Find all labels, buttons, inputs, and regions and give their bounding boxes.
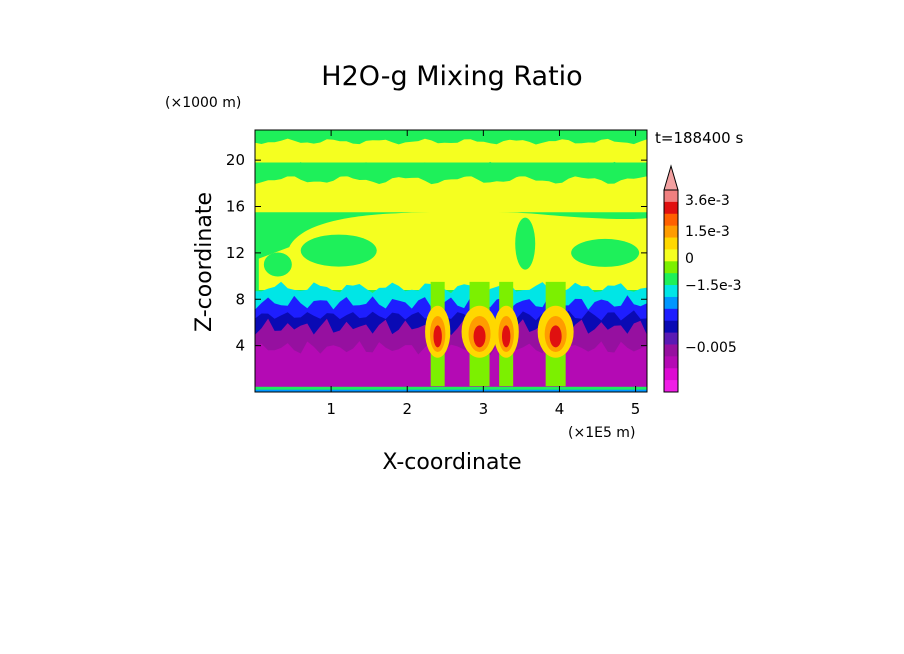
x-unit-label: (×1E5 m): [568, 425, 635, 441]
colorbar-arrow: [663, 164, 679, 191]
colorbar-label: −0.005: [685, 340, 737, 356]
heatmap-field: [255, 130, 647, 392]
dry-pocket: [300, 234, 377, 267]
chart-title: H2O-g Mixing Ratio: [321, 61, 582, 92]
colorbar-swatch: [664, 368, 678, 381]
colorbar-swatch: [664, 249, 678, 262]
surface-strip: [255, 389, 647, 392]
colorbar-label: 3.6e-3: [685, 193, 730, 209]
colorbar: 3.6e-3 1.5e-3 0 −1.5e-3 −0.005: [663, 164, 742, 393]
x-tick-label: 4: [555, 400, 565, 418]
colorbar-swatch: [664, 190, 678, 203]
dry-pocket: [263, 252, 292, 277]
convective-core: [549, 325, 562, 348]
y-tick-label: 8: [235, 290, 245, 308]
colorbar-label: −1.5e-3: [685, 278, 742, 294]
colorbar-swatch: [664, 320, 678, 334]
colorbar-swatch: [664, 344, 678, 357]
dry-pocket: [571, 238, 640, 267]
y-tick-label: 12: [226, 244, 245, 262]
colorbar-swatch: [664, 225, 678, 239]
x-tick-label: 1: [326, 400, 336, 418]
colorbar-swatch: [664, 273, 678, 286]
colorbar-swatch: [664, 356, 678, 369]
y-unit-label: (×1000 m): [165, 95, 241, 111]
convective-core: [433, 325, 442, 348]
x-axis-title: X-coordinate: [382, 450, 521, 475]
x-tick-label: 3: [479, 400, 489, 418]
colorbar-swatch: [664, 213, 678, 227]
upper-gap-band: [255, 161, 647, 177]
colorbar-swatch: [664, 308, 678, 322]
colorbar-swatch: [664, 296, 678, 310]
y-tick-label: 16: [226, 198, 245, 216]
y-tick-label: 4: [235, 337, 245, 355]
upper-moisture-band: [255, 138, 647, 163]
y-axis-title: Z-coordinate: [192, 192, 217, 332]
colorbar-swatch: [664, 261, 678, 274]
colorbar-label: 0: [685, 251, 694, 267]
colorbar-swatch: [664, 285, 678, 298]
colorbar-swatch: [664, 380, 678, 393]
anvil-region: [258, 211, 647, 290]
x-axis: 1 2 3 4 5: [326, 130, 640, 418]
surface-strip: [255, 386, 647, 392]
colorbar-swatch: [664, 237, 678, 250]
colorbar-swatch: [664, 332, 678, 345]
x-tick-label: 2: [402, 400, 412, 418]
y-axis: 4 8 12 16 20: [226, 151, 647, 355]
time-label: t=188400 s: [655, 129, 743, 147]
y-tick-label: 20: [226, 151, 245, 169]
colorbar-frame: [663, 189, 679, 393]
convective-core: [501, 325, 511, 348]
colorbar-swatch: [664, 201, 678, 215]
x-tick-label: 5: [631, 400, 641, 418]
convective-core: [473, 325, 486, 348]
colorbar-label: 1.5e-3: [685, 224, 730, 240]
upper-moisture-band: [255, 175, 647, 213]
plot-frame: [254, 129, 648, 393]
dry-pocket: [515, 217, 536, 270]
